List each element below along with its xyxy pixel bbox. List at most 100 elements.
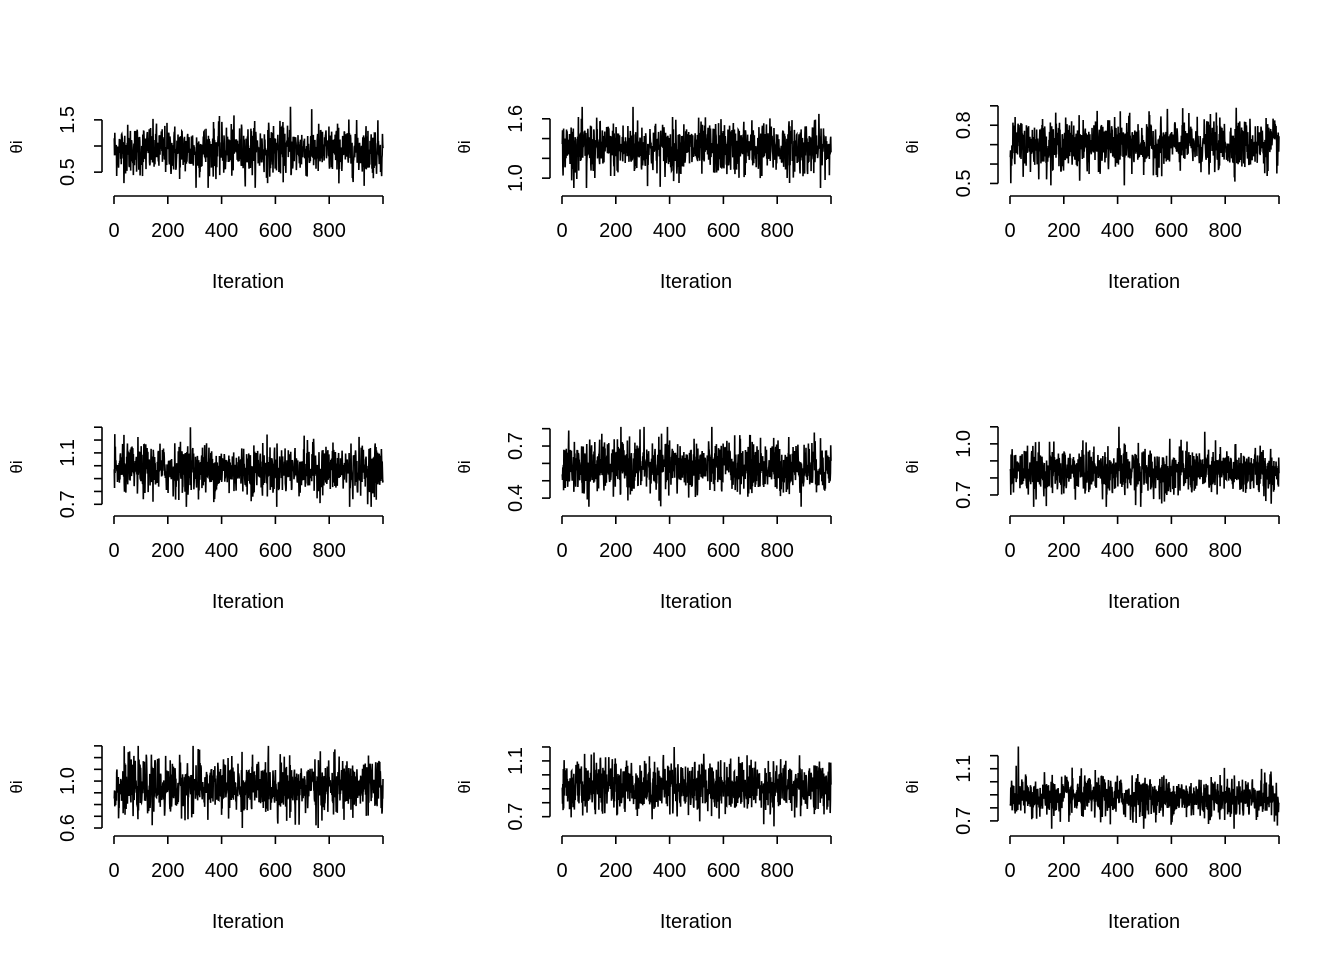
y-axis-title: θi xyxy=(7,460,26,473)
x-tick-label: 800 xyxy=(313,220,346,242)
y-tick-label: 1.0 xyxy=(505,164,527,192)
x-tick-label: 600 xyxy=(1155,860,1188,882)
x-tick-label: 600 xyxy=(707,220,740,242)
x-tick-label: 400 xyxy=(1101,220,1134,242)
x-tick-label: 0 xyxy=(1004,540,1015,562)
y-tick-label: 0.7 xyxy=(505,432,527,460)
trace-line xyxy=(561,106,832,189)
x-tick-label: 400 xyxy=(653,220,686,242)
x-tick-label: 200 xyxy=(151,220,184,242)
x-tick-label: 0 xyxy=(108,540,119,562)
y-axis-title: θi xyxy=(455,780,474,793)
trace-panel-2: 0 200 400 600 800 Iteration 1.0 1.6 θi xyxy=(455,105,832,293)
x-tick-label: 200 xyxy=(599,860,632,882)
x-axis-title: Iteration xyxy=(1108,911,1180,933)
x-tick-label: 800 xyxy=(761,220,794,242)
y-axis-title: θi xyxy=(455,140,474,153)
x-tick-label: 600 xyxy=(259,220,292,242)
y-tick-label: 0.4 xyxy=(505,484,527,512)
y-axis-title: θi xyxy=(455,460,474,473)
trace-line xyxy=(561,426,832,507)
x-tick-label: 600 xyxy=(1155,540,1188,562)
trace-panel-9: 0 200 400 600 800 Iteration 0.7 1.1 θi xyxy=(903,746,1280,933)
trace-panel-5: 0 200 400 600 800 Iteration 0.4 0.7 θi xyxy=(455,426,832,613)
y-tick-label: 0.8 xyxy=(953,111,975,139)
x-tick-label: 800 xyxy=(1209,860,1242,882)
x-tick-label: 400 xyxy=(653,860,686,882)
x-axis-title: Iteration xyxy=(660,911,732,933)
y-axis-title: θi xyxy=(7,140,26,153)
x-tick-label: 200 xyxy=(1047,540,1080,562)
x-tick-label: 400 xyxy=(205,860,238,882)
x-tick-label: 600 xyxy=(707,540,740,562)
x-axis-title: Iteration xyxy=(660,271,732,293)
x-tick-label: 200 xyxy=(599,220,632,242)
trace-panel-3: 0 200 400 600 800 Iteration 0.5 0.8 θi xyxy=(903,105,1280,293)
trace-panel-4: 0 200 400 600 800 Iteration 0.7 1.1 θi xyxy=(7,426,384,613)
x-tick-label: 0 xyxy=(556,540,567,562)
x-tick-label: 800 xyxy=(313,860,346,882)
x-axis-title: Iteration xyxy=(1108,591,1180,613)
x-axis-title: Iteration xyxy=(660,591,732,613)
trace-line xyxy=(113,745,384,829)
trace-line xyxy=(1009,746,1280,829)
y-tick-label: 1.6 xyxy=(505,105,527,133)
x-tick-label: 0 xyxy=(1004,860,1015,882)
x-axis-title: Iteration xyxy=(212,591,284,613)
y-tick-label: 1.1 xyxy=(953,755,975,783)
y-axis-title: θi xyxy=(903,140,922,153)
x-tick-label: 800 xyxy=(1209,540,1242,562)
y-axis-title: θi xyxy=(903,460,922,473)
trace-line xyxy=(561,746,832,827)
y-tick-label: 0.6 xyxy=(57,814,79,842)
x-tick-label: 400 xyxy=(653,540,686,562)
x-tick-label: 800 xyxy=(761,540,794,562)
x-tick-label: 0 xyxy=(108,860,119,882)
x-axis-title: Iteration xyxy=(212,911,284,933)
x-tick-label: 400 xyxy=(1101,860,1134,882)
x-tick-label: 400 xyxy=(205,220,238,242)
x-tick-label: 800 xyxy=(761,860,794,882)
x-tick-label: 200 xyxy=(599,540,632,562)
y-tick-label: 1.0 xyxy=(953,430,975,458)
y-axis-title: θi xyxy=(903,780,922,793)
x-axis-title: Iteration xyxy=(212,271,284,293)
x-tick-label: 0 xyxy=(556,860,567,882)
trace-line xyxy=(113,106,384,188)
y-tick-label: 0.7 xyxy=(953,807,975,835)
trace-line xyxy=(1009,107,1280,186)
x-tick-label: 0 xyxy=(108,220,119,242)
x-tick-label: 200 xyxy=(151,860,184,882)
trace-panel-8: 0 200 400 600 800 Iteration 0.7 1.1 θi xyxy=(455,746,832,933)
x-tick-label: 800 xyxy=(1209,220,1242,242)
x-tick-label: 400 xyxy=(205,540,238,562)
y-tick-label: 1.1 xyxy=(505,747,527,775)
x-tick-label: 200 xyxy=(151,540,184,562)
trace-line xyxy=(1009,426,1280,507)
x-axis-title: Iteration xyxy=(1108,271,1180,293)
trace-panel-1: 0 200 400 600 800 Iteration 0.5 1.5 θi xyxy=(7,106,384,293)
y-tick-label: 0.7 xyxy=(505,803,527,831)
x-tick-label: 600 xyxy=(259,540,292,562)
x-tick-label: 0 xyxy=(556,220,567,242)
trace-panel-7: 0 200 400 600 800 Iteration 0.6 1.0 θi xyxy=(7,745,384,933)
x-tick-label: 0 xyxy=(1004,220,1015,242)
x-tick-label: 800 xyxy=(313,540,346,562)
y-tick-label: 1.1 xyxy=(57,439,79,467)
y-tick-label: 1.0 xyxy=(57,767,79,795)
x-tick-label: 400 xyxy=(1101,540,1134,562)
y-tick-label: 0.7 xyxy=(57,490,79,518)
y-tick-label: 0.5 xyxy=(953,170,975,198)
y-tick-label: 0.7 xyxy=(953,481,975,509)
y-axis-title: θi xyxy=(7,780,26,793)
x-tick-label: 600 xyxy=(259,860,292,882)
x-tick-label: 600 xyxy=(707,860,740,882)
x-tick-label: 600 xyxy=(1155,220,1188,242)
y-tick-label: 0.5 xyxy=(57,158,79,186)
x-tick-label: 200 xyxy=(1047,860,1080,882)
trace-panel-6: 0 200 400 600 800 Iteration 0.7 1.0 θi xyxy=(903,426,1280,613)
trace-line xyxy=(113,427,384,507)
y-tick-label: 1.5 xyxy=(57,106,79,134)
x-tick-label: 200 xyxy=(1047,220,1080,242)
